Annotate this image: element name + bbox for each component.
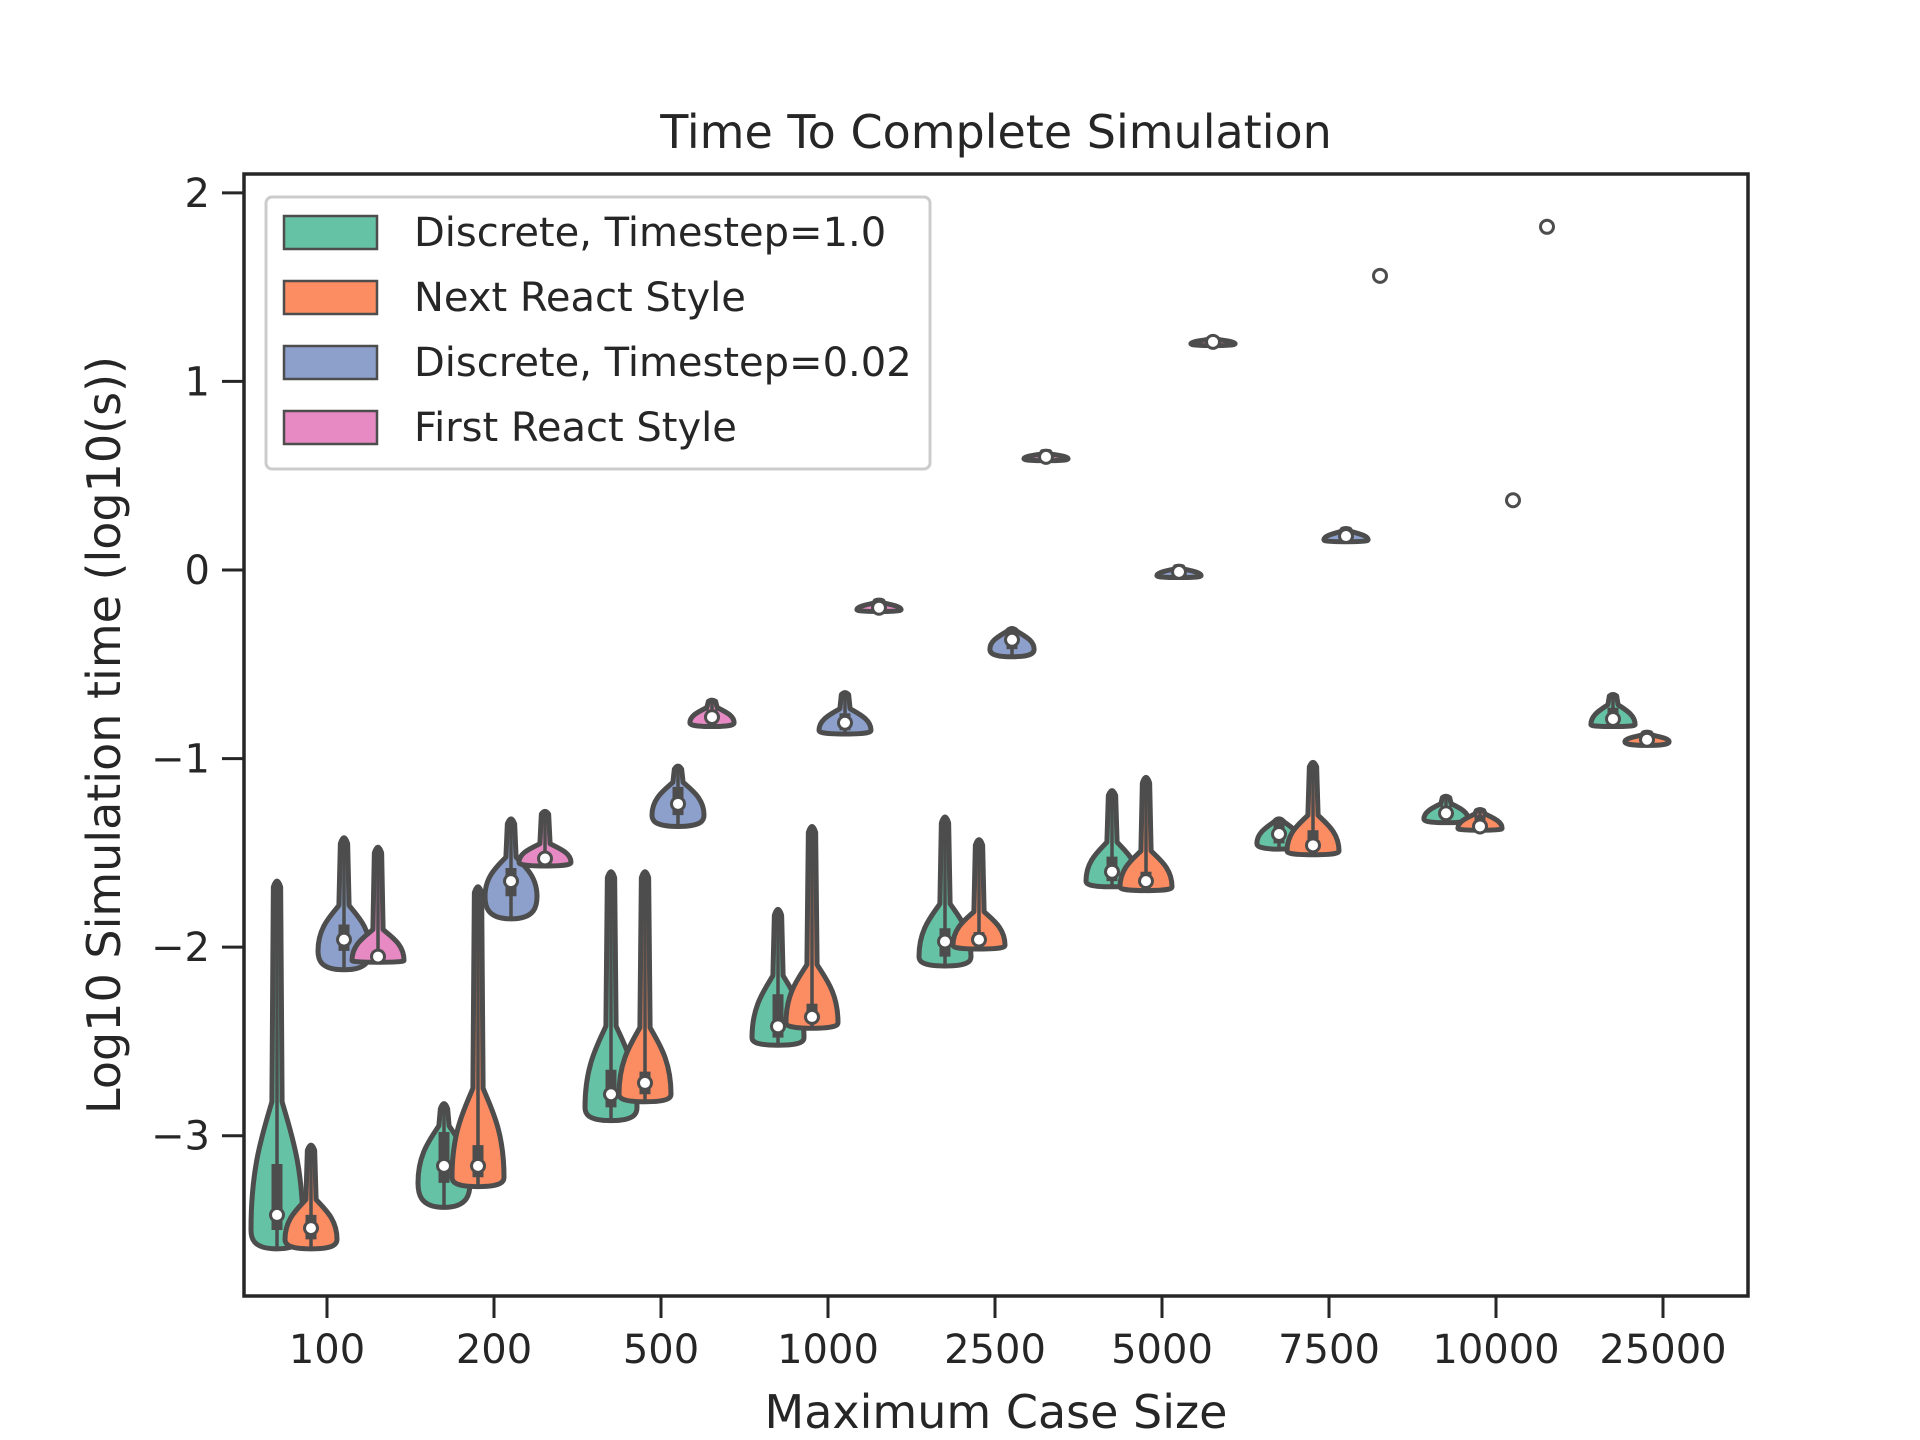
- violin-3-1: [516, 808, 574, 869]
- y-tick-label: 0: [185, 548, 210, 594]
- violin-3-5: [1188, 333, 1238, 350]
- violin-1-0: [282, 1142, 340, 1252]
- legend-label: First React Style: [414, 405, 737, 451]
- violin-median: [1138, 873, 1154, 890]
- violin-median: [704, 709, 720, 726]
- y-tick-label: −3: [151, 1114, 210, 1160]
- violin-1-5: [1117, 774, 1175, 894]
- violin-0-0: [248, 878, 306, 1252]
- violin-2-7: [1505, 492, 1521, 509]
- y-tick-label: −2: [151, 925, 210, 971]
- violin-2-5: [1154, 563, 1204, 581]
- violin-median: [537, 850, 553, 867]
- violin-median: [503, 873, 519, 890]
- violin-median: [1004, 631, 1020, 648]
- violin-1-7: [1455, 806, 1505, 835]
- violin-3-0: [349, 844, 407, 965]
- violin-layer: [248, 218, 1672, 1252]
- violin-median: [603, 1086, 619, 1103]
- violin-median: [370, 948, 386, 965]
- x-axis: 100 200 500 1000 2500 5000 7500 10000 25000: [289, 1296, 1727, 1373]
- violin-median: [670, 795, 686, 812]
- violin-3-3: [854, 597, 904, 616]
- violin-median: [1505, 492, 1521, 509]
- violin-median: [436, 1157, 452, 1174]
- x-tick-label: 1000: [777, 1327, 879, 1373]
- violin-median: [1271, 826, 1287, 842]
- violin-median: [269, 1206, 285, 1223]
- y-tick-label: 2: [185, 171, 210, 217]
- violin-median: [804, 1008, 820, 1025]
- legend-label: Discrete, Timestep=1.0: [414, 210, 886, 256]
- violin-1-3: [783, 823, 841, 1031]
- violin-median: [770, 1018, 786, 1035]
- chart-title: Time To Complete Simulation: [659, 105, 1332, 159]
- y-tick-label: −1: [151, 737, 210, 783]
- violin-0-8: [1588, 691, 1638, 730]
- violin-median: [1171, 563, 1187, 580]
- legend-label: Next React Style: [414, 275, 746, 321]
- violin-3-6: [1372, 267, 1388, 284]
- violin-median: [1605, 710, 1621, 727]
- violin-3-7: [1539, 218, 1555, 235]
- violin-2-4: [987, 625, 1037, 660]
- x-tick-label: 100: [289, 1327, 365, 1373]
- violin-median: [1639, 731, 1655, 748]
- legend-swatch: [282, 409, 379, 446]
- x-tick-label: 200: [456, 1327, 532, 1373]
- violin-2-2: [649, 763, 707, 829]
- violin-1-4: [950, 837, 1008, 952]
- violin-2-3: [816, 690, 874, 737]
- legend-frame: [264, 195, 932, 471]
- x-tick-label: 2500: [944, 1327, 1046, 1373]
- legend-swatch: [282, 279, 379, 316]
- violin-median: [336, 931, 352, 948]
- violin-2-1: [482, 816, 540, 922]
- violin-median: [937, 933, 953, 950]
- plot-frame: [242, 172, 1750, 1298]
- violin-median: [871, 599, 887, 616]
- violin-median: [1104, 863, 1120, 880]
- violin-median: [971, 931, 987, 948]
- x-tick-label: 500: [623, 1327, 699, 1373]
- y-axis-label: Log10 Simulation time (log10(s)): [77, 356, 131, 1114]
- violin-median: [1305, 837, 1321, 854]
- violin-median: [1539, 218, 1555, 235]
- legend-swatch: [282, 214, 379, 251]
- violin-median: [837, 714, 853, 731]
- violin-median: [637, 1074, 653, 1091]
- x-tick-label: 5000: [1111, 1327, 1213, 1373]
- legend: Discrete, Timestep=1.0 Next React Style Di…: [264, 195, 932, 471]
- violin-median: [1038, 448, 1054, 465]
- violin-median: [1372, 267, 1388, 284]
- legend-swatch: [282, 344, 379, 381]
- x-tick-label: 7500: [1278, 1327, 1380, 1373]
- violin-3-4: [1021, 448, 1071, 465]
- violin-2-6: [1321, 526, 1371, 545]
- violin-2-0: [315, 835, 373, 973]
- violin-median: [470, 1157, 486, 1174]
- violin-1-1: [449, 884, 507, 1190]
- violin-median: [303, 1220, 319, 1237]
- x-tick-label: 10000: [1432, 1327, 1559, 1373]
- violin-1-8: [1622, 729, 1672, 748]
- violin-median: [1338, 528, 1354, 545]
- violin-1-2: [616, 869, 674, 1105]
- violin-1-6: [1284, 759, 1342, 858]
- violin-0-5: [1083, 788, 1141, 890]
- violin-3-2: [687, 697, 737, 730]
- y-tick-label: 1: [185, 359, 210, 405]
- legend-label: Discrete, Timestep=0.02: [414, 340, 912, 386]
- x-axis-label: Maximum Case Size: [765, 1385, 1228, 1439]
- y-axis: 2 1 0 −1 −2 −3: [151, 171, 244, 1160]
- violin-median: [1205, 333, 1221, 350]
- violin-median: [1438, 805, 1454, 822]
- x-tick-label: 25000: [1599, 1327, 1726, 1373]
- violin-median: [1472, 818, 1488, 835]
